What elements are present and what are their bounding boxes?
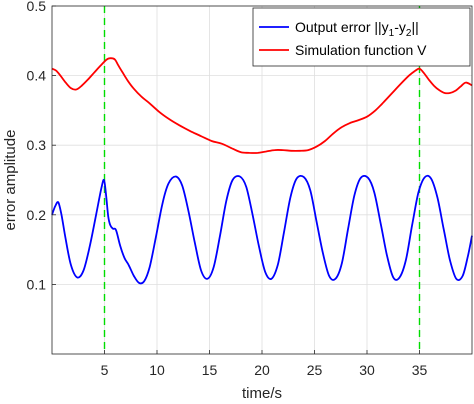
legend-label-subscript: 2 xyxy=(406,28,412,39)
y-tick-label: 0.2 xyxy=(27,207,47,223)
x-tick-label: 15 xyxy=(202,362,218,378)
legend-label: Output error ||y1-y2|| xyxy=(295,19,419,39)
axis-ticks: 5 10 15 20 25 30 35 0.1 0.2 0.3 0.4 0.5 xyxy=(27,0,428,378)
legend: Output error ||y1-y2|| Simulation functio… xyxy=(252,7,471,67)
y-tick-label: 0.4 xyxy=(27,68,47,84)
legend-label-part: Output error ||y xyxy=(295,19,389,35)
legend-box xyxy=(252,7,471,67)
series-line xyxy=(51,174,473,285)
x-tick-label: 35 xyxy=(412,362,428,378)
y-axis-title: error amplitude xyxy=(2,130,19,231)
legend-label-part: Simulation function V xyxy=(295,42,427,58)
grid xyxy=(52,5,472,354)
x-tick-label: 30 xyxy=(359,362,375,378)
series-line xyxy=(51,57,473,154)
x-tick-label: 25 xyxy=(307,362,323,378)
x-tick-label: 20 xyxy=(254,362,270,378)
x-axis-title: time/s xyxy=(242,385,282,402)
legend-label-subscript: 1 xyxy=(389,28,395,39)
y-tick-label: 0.1 xyxy=(27,276,47,292)
x-tick-label: 10 xyxy=(149,362,165,378)
legend-label: Simulation function V xyxy=(295,42,427,58)
legend-label-part: || xyxy=(411,19,418,35)
y-tick-label: 0.5 xyxy=(27,0,47,14)
legend-label-part: -y xyxy=(394,19,406,35)
x-tick-label: 5 xyxy=(101,362,109,378)
y-tick-label: 0.3 xyxy=(27,137,47,153)
series-group xyxy=(51,57,473,285)
